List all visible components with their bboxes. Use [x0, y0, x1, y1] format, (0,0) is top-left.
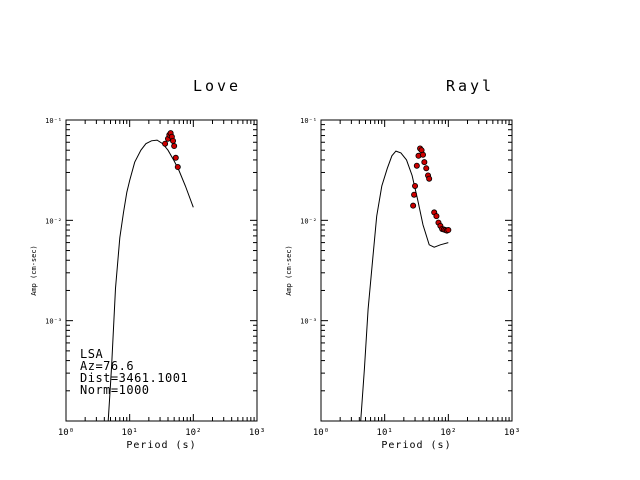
observed-point: [162, 140, 169, 147]
observed-point: [419, 151, 426, 158]
observed-point: [445, 227, 452, 234]
plot-frame: [65, 119, 258, 422]
observed-point: [174, 164, 181, 171]
annotation-text: LSA: [80, 347, 103, 361]
y-tick-label: 10⁻¹: [45, 117, 62, 125]
x-tick-label: 10¹: [377, 428, 393, 438]
observed-point: [172, 154, 179, 161]
observed-point: [433, 213, 440, 220]
annotation-text: Norm=1000: [80, 383, 150, 397]
chart-title: Rayl: [446, 77, 494, 95]
x-axis-label: Period (s): [381, 440, 451, 451]
x-tick-label: 10²: [440, 428, 456, 438]
rayleigh-panel: 10⁰ 10¹ 10² 10³ 10⁻³ 10⁻² 10⁻¹ Period (s) Amp (c…: [285, 77, 520, 451]
model-curve: [107, 139, 194, 421]
observed-point: [412, 182, 419, 189]
annotation-text: Dist=3461.1001: [80, 371, 188, 385]
y-axis-label: Amp (cm-sec): [285, 245, 293, 296]
x-tick-label: 10⁰: [313, 428, 329, 438]
observed-point: [413, 162, 420, 169]
y-axis-label: Amp (cm-sec): [30, 245, 38, 296]
x-tick-label: 10³: [504, 428, 520, 438]
y-tick-label: 10⁻²: [300, 217, 317, 225]
observed-point: [410, 202, 417, 209]
x-tick-label: 10¹: [122, 428, 138, 438]
observed-point: [411, 191, 418, 198]
y-tick-label: 10⁻¹: [300, 117, 317, 125]
y-tick-label: 10⁻³: [45, 318, 62, 326]
x-axis-label: Period (s): [126, 440, 196, 451]
model-curve: [360, 150, 449, 421]
observed-point: [426, 175, 433, 182]
y-tick-label: 10⁻²: [45, 217, 62, 225]
observed-point: [423, 165, 430, 172]
x-tick-label: 10⁰: [58, 428, 74, 438]
y-tick-label: 10⁻³: [300, 318, 317, 326]
x-tick-label: 10²: [185, 428, 201, 438]
observed-point: [171, 143, 178, 150]
chart-title: Love: [193, 77, 241, 95]
x-tick-label: 10³: [249, 428, 265, 438]
plot-frame: [320, 119, 513, 422]
observed-point: [170, 137, 177, 144]
annotation-text: Az=76.6: [80, 359, 134, 373]
love-panel: 10⁰ 10¹ 10² 10³ 10⁻³ 10⁻² 10⁻¹ Period (s) Amp (c…: [30, 77, 265, 451]
observed-point: [421, 159, 428, 166]
